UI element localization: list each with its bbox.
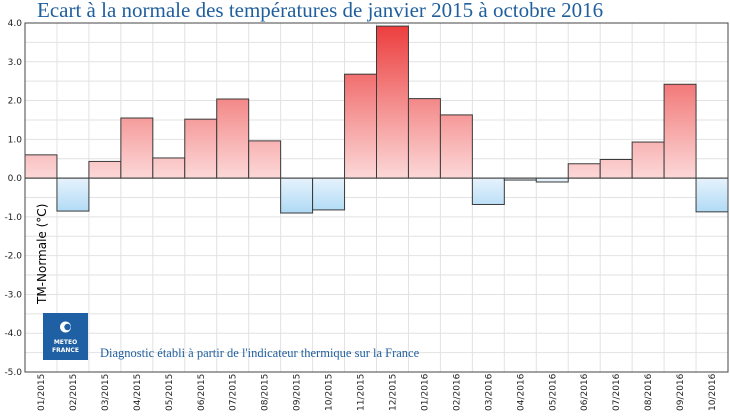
x-tick-label: 11/2015 [357,374,367,411]
y-tick-label: -3.0 [4,290,22,300]
plot-frame [24,22,729,373]
y-tick-label: 0.0 [8,174,23,184]
logo-text-meteo: METEO [54,339,77,346]
x-tick-labels: 01/2015 02/2015 03/2015 04/2015 05/2015 06/20… [37,373,718,411]
x-tick-label: 04/2015 [133,374,143,411]
x-tick-label: 09/2016 [676,373,686,411]
logo-text-france: FRANCE [52,347,79,354]
bar-06-2016 [567,163,601,179]
bar-08-2015 [248,140,282,179]
y-axis-label: TM-Normale (°C) [35,204,49,305]
bar-05-2016 [535,177,569,183]
bar-02-2015 [56,177,90,212]
bar-01-2016 [407,98,441,179]
bar-07-2016 [599,158,633,179]
x-tick-label: 10/2015 [325,374,335,411]
x-tick-label: 03/2015 [101,374,111,411]
y-tick-label: -2.0 [4,252,22,262]
x-tick-label: 09/2015 [293,374,303,411]
bar-10-2015 [312,177,346,211]
chart-title: Ecart à la normale des températures de j… [37,0,604,22]
bar-12-2015 [376,25,409,179]
x-tick-label: 06/2016 [580,373,590,411]
bar-01-2015 [24,154,58,179]
x-tick-label: 07/2015 [229,374,239,411]
bar-08-2016 [631,141,665,179]
meteo-france-logo: METEO FRANCE [43,313,88,360]
bar-09-2016 [663,83,697,179]
bar-10-2016 [695,177,729,213]
x-tick-label: 02/2015 [69,374,79,411]
y-tick-label: 2.0 [8,97,23,107]
x-tick-label: 01/2016 [420,373,430,411]
bar-05-2015 [152,157,186,179]
x-tick-label: 10/2016 [708,373,718,411]
x-tick-label: 12/2015 [388,374,398,411]
bars [24,25,729,214]
x-tick-label: 08/2015 [261,374,271,411]
y-tick-label: 3.0 [8,58,23,68]
y-tick-label: 4.0 [8,19,23,29]
bar-02-2016 [439,114,473,179]
y-tick-labels: -5.0 -4.0 -3.0 -2.0 -1.0 0.0 1.0 2.0 3.0 4.0 [4,19,22,378]
y-tick-label: -5.0 [4,368,22,378]
x-tick-label: 08/2016 [644,373,654,411]
y-tick-label: -1.0 [4,213,22,223]
x-tick-label: 04/2016 [516,373,526,411]
bar-09-2015 [280,177,314,214]
meteo-france-logo-icon [60,321,71,333]
x-tick-label: 01/2015 [37,374,47,411]
bar-07-2015 [216,98,250,179]
bar-06-2015 [184,118,218,179]
x-tick-label: 05/2015 [165,374,175,411]
chart-annotation: Diagnostic établi à partir de l'indicate… [100,346,420,360]
bar-03-2015 [88,160,122,179]
y-tick-label: -4.0 [4,329,22,339]
x-tick-label: 03/2016 [484,373,494,411]
bar-03-2016 [471,177,505,205]
y-tick-label: 1.0 [8,135,23,145]
x-tick-label: 06/2015 [197,374,207,411]
bar-11-2015 [344,73,377,179]
x-tick-label: 07/2016 [612,373,622,411]
logo-background [43,313,88,360]
bar-04-2015 [120,117,154,179]
x-tick-label: 05/2016 [548,373,558,411]
logo-mark-inner [64,323,71,331]
x-tick-label: 02/2016 [452,373,462,411]
